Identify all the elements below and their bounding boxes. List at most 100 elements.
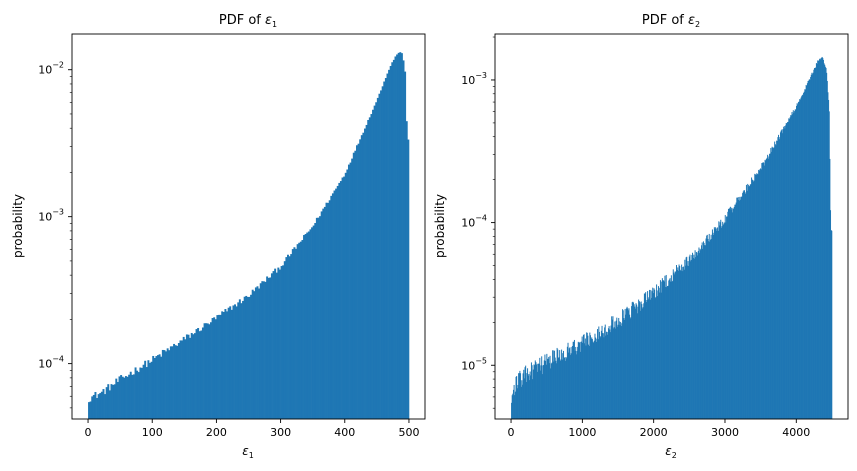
histogram-bar	[351, 158, 354, 419]
histogram-bar	[584, 343, 586, 419]
histogram-bar	[722, 221, 724, 419]
histogram-bar	[653, 288, 655, 419]
histogram-bar	[278, 269, 281, 419]
histogram-bar	[681, 264, 683, 419]
histogram-bar	[703, 242, 705, 419]
histogram-bar	[222, 311, 225, 419]
histogram-bar	[639, 302, 641, 419]
histogram-bar	[221, 311, 224, 419]
histogram-bar	[619, 325, 621, 419]
histogram-bar	[815, 67, 817, 419]
histogram-bar	[815, 63, 817, 420]
histogram-bar	[174, 345, 177, 419]
histogram-bar	[762, 162, 763, 419]
histogram-bar	[613, 327, 615, 419]
histogram-bar	[561, 353, 563, 419]
histogram-bar	[155, 356, 158, 419]
axes-frame	[494, 33, 849, 420]
histogram-bar	[584, 338, 586, 419]
histogram-bar	[586, 332, 588, 419]
histogram-bar	[293, 247, 296, 419]
histogram-bar	[211, 318, 214, 419]
histogram-bar	[547, 358, 549, 419]
histogram-bar	[150, 361, 153, 419]
histogram-bar	[405, 121, 408, 420]
histogram-bar	[529, 371, 531, 419]
histogram-bar	[732, 208, 734, 419]
histogram-bar	[561, 349, 563, 419]
histogram-bar	[700, 250, 702, 419]
histogram-bar	[590, 338, 592, 419]
histogram-bar	[738, 200, 740, 419]
histogram-bar	[636, 313, 638, 419]
histogram-bar	[806, 85, 808, 419]
histogram-bar	[726, 216, 728, 419]
histogram-bar	[153, 358, 156, 419]
histogram-bar	[557, 349, 559, 419]
histogram-bar	[201, 327, 204, 419]
histogram-bar	[706, 235, 708, 419]
histogram-bar	[620, 326, 622, 419]
histogram-bar	[105, 387, 108, 419]
histogram-bar	[826, 72, 828, 419]
histogram-bar	[230, 309, 233, 419]
histogram-bar	[277, 267, 280, 419]
histogram-bar	[828, 99, 830, 419]
histogram-bar	[352, 152, 355, 419]
histogram-bar	[823, 63, 825, 419]
histogram-bar	[534, 360, 536, 419]
histogram-bar	[314, 223, 317, 419]
histogram-bar	[775, 145, 777, 419]
histogram-bar	[808, 79, 810, 419]
histogram-bar	[717, 230, 719, 419]
histogram-bar	[631, 302, 633, 419]
histogram-bar	[307, 231, 310, 419]
histogram-bar	[672, 280, 674, 419]
histogram-bar	[538, 363, 540, 419]
histogram-bar	[792, 114, 794, 419]
histogram-bar	[824, 64, 826, 419]
histogram-bar	[716, 230, 718, 419]
histogram-bar	[520, 373, 522, 419]
histogram-bar	[181, 340, 184, 419]
histogram-bar	[760, 169, 762, 419]
histogram-bar	[594, 333, 596, 419]
histogram-bar	[684, 265, 686, 419]
histogram-bar	[604, 324, 606, 419]
histogram-bar	[554, 350, 556, 419]
histogram-bar	[679, 269, 681, 419]
histogram-bar	[764, 159, 766, 419]
histogram-bar	[582, 342, 584, 419]
histogram-bar	[378, 93, 381, 419]
histogram-bar	[323, 206, 326, 419]
histogram-bar	[511, 395, 513, 419]
histogram-bar	[533, 364, 535, 419]
histogram-bar	[638, 301, 640, 419]
histogram-bar	[389, 65, 392, 420]
histogram-bar	[625, 314, 627, 419]
histogram-bar	[802, 94, 804, 420]
histogram-bar	[757, 174, 759, 419]
histogram-bar	[524, 367, 526, 419]
histogram-bar	[570, 355, 572, 419]
histogram-bar	[288, 256, 291, 419]
histogram-bar	[701, 245, 703, 419]
histogram-bar	[735, 204, 737, 419]
histogram-bar	[344, 172, 347, 419]
histogram-bar	[235, 306, 238, 419]
histogram-bar	[290, 254, 293, 419]
histogram-bar	[633, 304, 635, 419]
histogram-bar	[658, 286, 660, 419]
histogram-bar	[546, 353, 548, 419]
histogram-bar	[160, 356, 163, 419]
histogram-bar	[511, 402, 513, 419]
histogram-bar	[738, 197, 740, 419]
histogram-bar	[826, 80, 828, 420]
histogram-bar	[613, 328, 615, 419]
histogram-bar	[368, 117, 371, 420]
histogram-bar	[512, 393, 514, 419]
histogram-bar	[662, 280, 664, 419]
histogram-bar	[193, 333, 196, 419]
histogram-bar	[518, 373, 520, 419]
histogram-bar	[768, 156, 770, 419]
